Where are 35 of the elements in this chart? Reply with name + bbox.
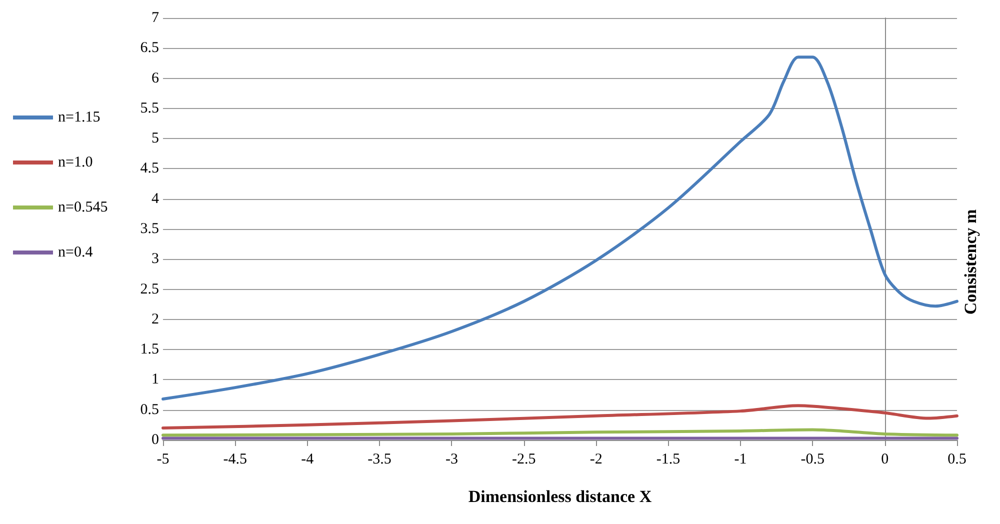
x-axis-title: Dimensionless distance X: [468, 487, 652, 506]
legend-label: n=1.15: [58, 110, 100, 126]
y-tick-label: 4.5: [140, 160, 159, 177]
x-tick-label: -4.5: [223, 452, 248, 468]
y-tick-label: 3: [152, 251, 159, 268]
y-tick-label: 3.5: [140, 221, 159, 237]
legend-label: n=0.545: [58, 200, 108, 216]
y-tick-label: 0.5: [140, 402, 159, 418]
x-tick-label: 0: [881, 452, 889, 468]
y-axis-title: Consistency m: [961, 209, 980, 315]
x-tick-label: -1: [734, 452, 747, 468]
x-tick-label: -5: [156, 452, 170, 468]
y-tick-label: 5.5: [140, 100, 159, 116]
legend-label: n=0.4: [58, 244, 94, 260]
y-tick-label: 7: [152, 10, 160, 26]
y-tick-label: 2: [152, 311, 159, 328]
x-tick-label: -3.5: [368, 452, 392, 468]
y-tick-label: 1: [152, 372, 159, 388]
x-tick-label: -1.5: [656, 452, 680, 468]
y-tick-label: 4: [152, 190, 160, 207]
x-tick-label: -2.5: [512, 452, 536, 468]
y-tick-label: 5: [152, 130, 159, 147]
x-tick-label: 0.5: [948, 452, 966, 468]
x-tick-label: -0.5: [800, 452, 825, 468]
y-tick-label: 2.5: [140, 281, 159, 298]
y-tick-label: 6: [152, 70, 160, 86]
y-tick-label: 6.5: [140, 40, 159, 56]
y-tick-label: 0: [152, 432, 159, 448]
x-tick-label: -3: [445, 452, 458, 468]
x-tick-label: -4: [301, 452, 314, 468]
legend-label: n=1.0: [58, 154, 93, 170]
y-tick-label: 1.5: [140, 342, 159, 358]
line-series: [162, 404, 958, 430]
line-series: [162, 56, 958, 401]
x-tick-label: -2: [590, 452, 602, 468]
